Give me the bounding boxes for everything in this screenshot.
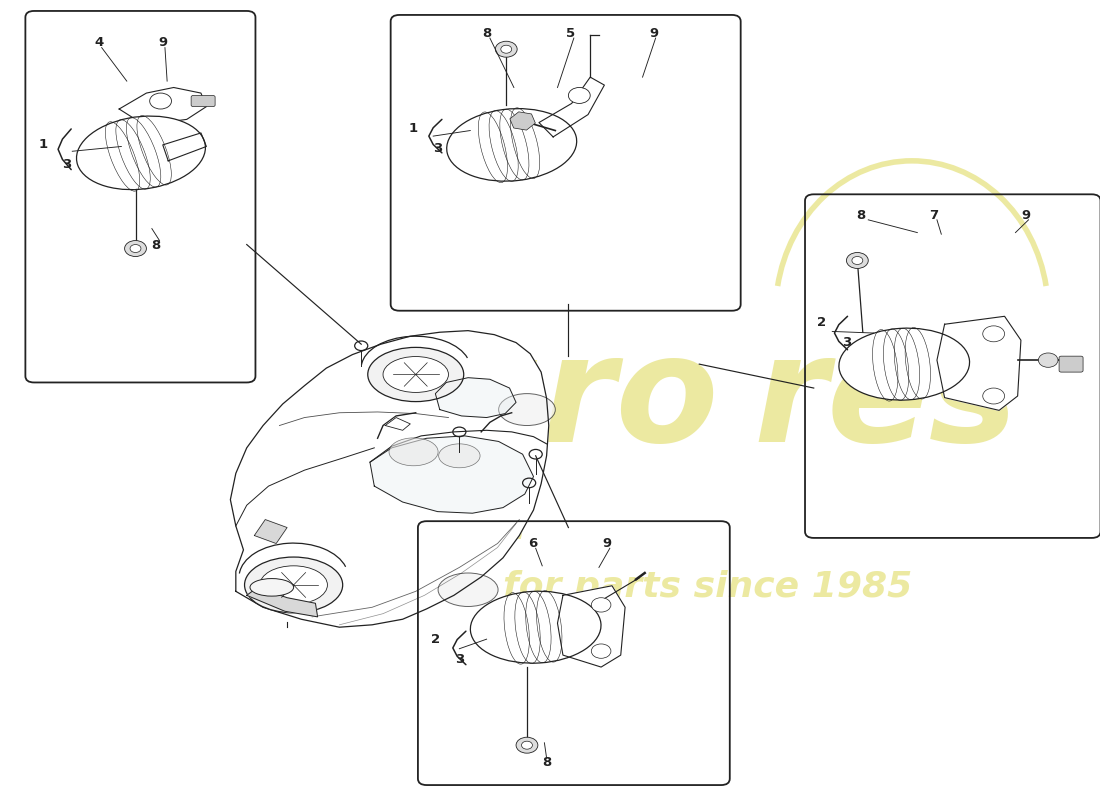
Text: 2: 2: [817, 316, 826, 329]
Ellipse shape: [438, 573, 498, 606]
Text: 8: 8: [856, 209, 866, 222]
Text: 3: 3: [454, 653, 464, 666]
FancyBboxPatch shape: [191, 95, 216, 106]
Text: 5: 5: [566, 26, 575, 40]
Polygon shape: [436, 378, 516, 418]
Text: 9: 9: [158, 36, 167, 50]
Ellipse shape: [439, 444, 480, 468]
Circle shape: [124, 241, 146, 257]
Text: 2: 2: [431, 633, 440, 646]
Ellipse shape: [471, 591, 601, 663]
Text: 1: 1: [39, 138, 47, 151]
Text: 8: 8: [542, 756, 551, 770]
Text: 9: 9: [649, 26, 658, 40]
Circle shape: [982, 326, 1004, 342]
Polygon shape: [370, 436, 534, 514]
Polygon shape: [119, 87, 207, 122]
Text: 3: 3: [842, 336, 851, 349]
Polygon shape: [937, 316, 1021, 410]
Text: 8: 8: [152, 239, 161, 252]
Ellipse shape: [839, 328, 969, 400]
Text: for parts since 1985: for parts since 1985: [503, 570, 912, 604]
Circle shape: [1038, 353, 1058, 367]
Polygon shape: [163, 133, 207, 161]
Text: euro: euro: [334, 327, 719, 473]
Ellipse shape: [447, 109, 576, 181]
Ellipse shape: [383, 357, 449, 393]
Ellipse shape: [389, 438, 438, 466]
Text: res: res: [754, 327, 1019, 473]
Circle shape: [592, 644, 611, 658]
Text: 8: 8: [482, 26, 492, 40]
Polygon shape: [246, 587, 318, 617]
Polygon shape: [254, 519, 287, 543]
Polygon shape: [230, 330, 549, 627]
Text: 3: 3: [433, 142, 442, 155]
Text: 9: 9: [602, 537, 612, 550]
Circle shape: [847, 253, 868, 269]
Text: 4: 4: [95, 36, 104, 50]
Circle shape: [851, 257, 862, 265]
Circle shape: [130, 245, 141, 253]
Circle shape: [150, 93, 172, 109]
Circle shape: [516, 738, 538, 753]
Circle shape: [592, 598, 611, 612]
Ellipse shape: [367, 347, 464, 402]
Ellipse shape: [250, 578, 294, 596]
Circle shape: [521, 742, 532, 749]
Text: 7: 7: [930, 209, 938, 222]
Circle shape: [569, 87, 591, 103]
FancyBboxPatch shape: [1059, 356, 1084, 372]
Text: 6: 6: [528, 537, 537, 550]
Circle shape: [982, 388, 1004, 404]
Polygon shape: [539, 77, 604, 137]
Ellipse shape: [498, 394, 556, 426]
Polygon shape: [385, 418, 410, 430]
Ellipse shape: [77, 116, 206, 190]
Polygon shape: [558, 586, 625, 667]
Text: 1: 1: [409, 122, 418, 135]
Text: a passion: a passion: [318, 509, 526, 546]
Circle shape: [495, 42, 517, 57]
Text: 3: 3: [63, 158, 72, 171]
Text: 9: 9: [1022, 209, 1031, 222]
Ellipse shape: [260, 566, 328, 604]
Circle shape: [500, 46, 512, 54]
Ellipse shape: [244, 557, 343, 613]
